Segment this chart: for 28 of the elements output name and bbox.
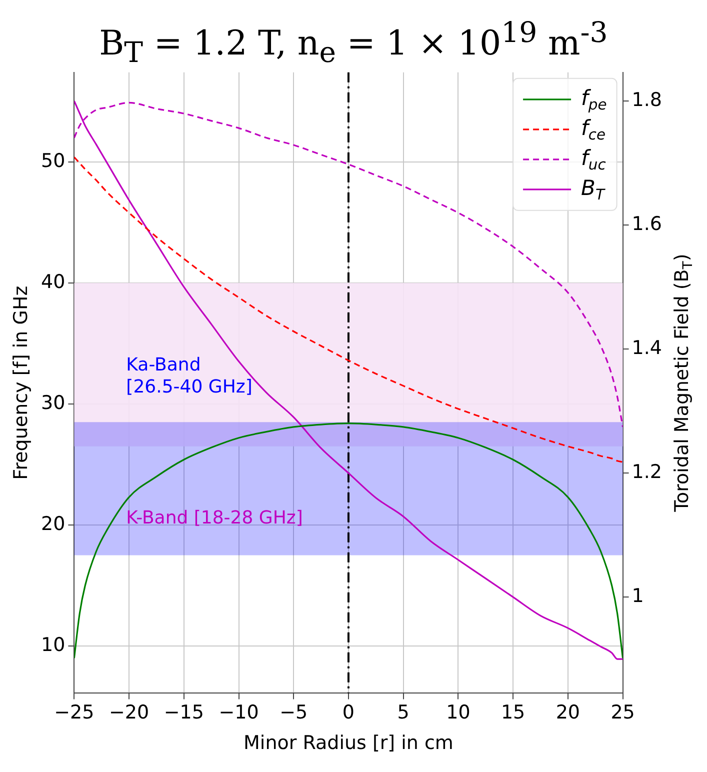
y2-tick-label: 1.4 [632, 336, 662, 359]
band-label: K-Band [18-28 GHz] [126, 507, 303, 528]
y-tick-label: 40 [40, 270, 66, 293]
x-tick-label: 25 [610, 702, 635, 724]
x-axis-title: Minor Radius [r] in cm [244, 732, 454, 754]
y2-tick-label: 1.2 [632, 460, 662, 483]
x-tick-label: −10 [218, 702, 259, 724]
y-tick-label: 20 [40, 512, 66, 535]
x-tick-label: 5 [397, 702, 410, 724]
x-tick-label: −25 [54, 702, 94, 724]
y2-tick-label: 1.6 [632, 212, 662, 235]
band-label: Ka-Band [26.5-40 GHz] [126, 354, 252, 398]
y-tick-label: 10 [40, 634, 66, 656]
x-tick-label: 20 [556, 702, 580, 724]
x-tick-label: 0 [342, 702, 355, 724]
line-series [74, 422, 623, 659]
chart-title: B$_{T}$ = 1.2 T, n$_{e}$ = 1 × 10$^{19}$ m$^{-3}$ [98, 15, 609, 70]
y2-tick-label: 1.8 [632, 88, 662, 111]
y2-axis-title: Toroidal Magnetic Field (BT) [670, 254, 696, 513]
y-axis-title: Frequency [f] in GHz [10, 286, 32, 480]
x-tick-label: −20 [108, 702, 150, 724]
y2-tick-label: 1 [632, 585, 644, 608]
y-tick-label: 50 [40, 150, 66, 172]
x-tick-label: −15 [164, 702, 204, 724]
x-tick-label: 10 [446, 702, 470, 724]
y-tick-label: 30 [40, 392, 66, 414]
x-tick-label: 15 [500, 702, 526, 724]
x-tick-label: −5 [280, 702, 308, 724]
